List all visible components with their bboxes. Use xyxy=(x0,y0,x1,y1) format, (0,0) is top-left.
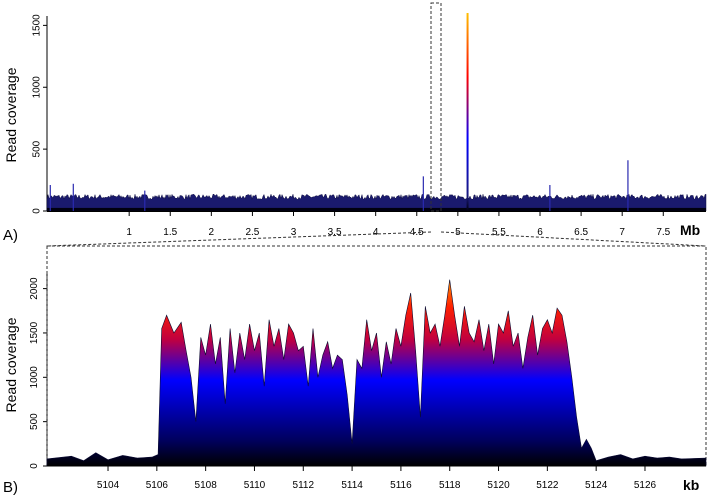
panel-a-x-tick-label: 6 xyxy=(537,227,543,238)
panel-b-x-tick-label: 5126 xyxy=(634,480,657,491)
panel-a-baseline-area xyxy=(46,193,707,212)
panel-b-x-tick-label: 5110 xyxy=(244,480,266,491)
zoom-connector-right xyxy=(440,231,707,247)
panel-a-peak xyxy=(466,13,469,211)
panel-b-x-tick-label: 5122 xyxy=(536,480,559,491)
panel-b-label: B) xyxy=(3,479,18,495)
panel-b-x-tick-label: 5114 xyxy=(341,480,363,491)
panel-b-x-tick-label: 5124 xyxy=(585,480,608,491)
panel-a-x-tick-label: 7.5 xyxy=(656,227,670,238)
panel-b-y-ticks: 0 500 1000 1500 2000 xyxy=(29,277,47,469)
panel-b-coverage-area xyxy=(46,279,707,467)
panel-b-y-tick-label: 1500 xyxy=(29,321,40,344)
panel-a-x-tick-label: 3.5 xyxy=(328,227,342,238)
panel-b-y-tick-label: 1000 xyxy=(29,366,40,389)
panel-b-x-tick-label: 5116 xyxy=(390,480,412,491)
panel-a-x-tick-label: 3 xyxy=(291,227,297,238)
panel-a-x-tick-label: 2 xyxy=(209,227,215,238)
panel-b-y-tick-label: 2000 xyxy=(29,277,40,300)
panel-a-y-tick-label: 1500 xyxy=(32,14,43,37)
panel-a: Read coverage 0 500 1000 1500 1 1.5 2 2.5 3 3.5 4… xyxy=(3,2,707,244)
panel-a-y-ticks: 0 500 1000 1500 xyxy=(32,14,47,214)
panel-b-xunit: kb xyxy=(683,477,699,493)
panel-a-xunit: Mb xyxy=(680,222,700,238)
panel-b-x-tick-label: 5120 xyxy=(487,480,510,491)
panel-a-x-tick-label: 5.5 xyxy=(492,227,506,238)
panel-a-plot-frame xyxy=(47,211,706,212)
panel-a-x-tick-label: 6.5 xyxy=(574,227,588,238)
panel-b-x-tick-label: 5104 xyxy=(97,480,120,491)
panel-a-x-tick-label: 1.5 xyxy=(163,227,177,238)
panel-a-x-tick-label: 4.5 xyxy=(410,227,424,238)
panel-a-ylabel: Read coverage xyxy=(3,67,19,162)
panel-b-y-tick-label: 0 xyxy=(29,463,40,469)
panel-a-x-tick-label: 4 xyxy=(373,227,379,238)
panel-a-y-tick-label: 500 xyxy=(32,140,43,157)
panel-a-label: A) xyxy=(3,227,18,244)
zoom-connector-left xyxy=(46,231,432,247)
panel-b-x-tick-label: 5118 xyxy=(439,480,461,491)
panel-b-x-tick-label: 5106 xyxy=(146,480,169,491)
panel-b-ylabel: Read coverage xyxy=(3,317,19,412)
panel-b-y-tick-label: 500 xyxy=(29,413,40,430)
panel-b-x-ticks: 5104 5106 5108 5110 5112 5114 5116 5118 5120 5122… xyxy=(97,466,657,491)
panel-a-coverage-area xyxy=(46,13,707,212)
panel-a-x-tick-label: 1 xyxy=(126,227,132,238)
panel-a-x-ticks: 11.522.533.544.555.566.577.5 xyxy=(126,211,671,238)
panel-a-x-tick-label: 2.5 xyxy=(245,227,259,238)
panel-b-x-tick-label: 5112 xyxy=(293,480,315,491)
panel-a-base-band xyxy=(47,207,706,211)
panel-a-y-tick-label: 0 xyxy=(32,208,43,214)
panel-b-x-tick-label: 5108 xyxy=(195,480,218,491)
panel-a-y-tick-label: 1000 xyxy=(32,76,43,99)
panel-a-zoom-region-box xyxy=(430,2,442,212)
panel-b-plot-frame xyxy=(46,245,707,467)
panel-a-x-tick-label: 7 xyxy=(619,227,625,238)
